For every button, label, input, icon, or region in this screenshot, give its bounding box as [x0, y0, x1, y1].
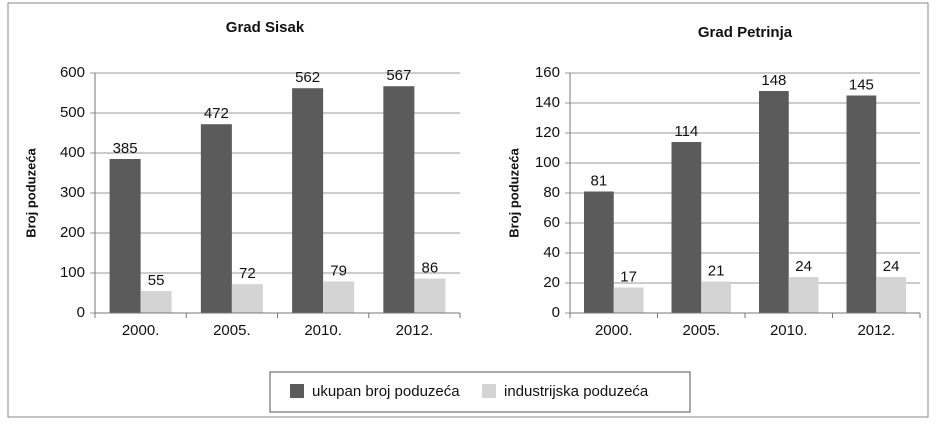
- data-label: 17: [620, 268, 637, 285]
- bar: [701, 281, 731, 313]
- data-label: 148: [761, 72, 786, 89]
- x-tick-label: 2005.: [213, 322, 251, 339]
- y-tick-label: 40: [543, 244, 560, 261]
- data-label: 562: [295, 69, 320, 86]
- bar: [231, 284, 263, 313]
- x-tick-label: 2000.: [595, 322, 633, 339]
- y-tick-label: 600: [60, 64, 85, 81]
- data-label: 21: [708, 262, 725, 279]
- x-tick-label: 2005.: [682, 322, 720, 339]
- data-label: 86: [422, 260, 439, 277]
- data-label: 145: [849, 76, 874, 93]
- data-label: 72: [239, 265, 256, 282]
- legend-label: industrijska poduzeća: [504, 383, 649, 400]
- y-tick-label: 160: [535, 64, 560, 81]
- x-tick-label: 2012.: [396, 322, 434, 339]
- data-label: 24: [883, 258, 900, 275]
- data-label: 24: [795, 258, 812, 275]
- y-tick-label: 200: [60, 224, 85, 241]
- bar: [140, 291, 172, 313]
- legend-swatch: [290, 384, 304, 398]
- y-tick-label: 0: [552, 304, 560, 321]
- bar: [759, 91, 789, 313]
- x-tick-label: 2010.: [304, 322, 342, 339]
- bar: [876, 277, 906, 313]
- data-label: 81: [591, 172, 608, 189]
- data-label: 472: [204, 105, 229, 122]
- data-label: 79: [330, 262, 347, 279]
- y-tick-label: 140: [535, 94, 560, 111]
- legend-swatch: [482, 384, 496, 398]
- data-label: 385: [113, 140, 138, 157]
- y-axis-label: Broj poduzeća: [23, 147, 38, 237]
- bar: [671, 142, 702, 313]
- x-tick-label: 2000.: [122, 322, 160, 339]
- data-label: 567: [386, 67, 411, 84]
- data-label: 55: [148, 272, 165, 289]
- y-tick-label: 500: [60, 104, 85, 121]
- y-tick-label: 100: [535, 154, 560, 171]
- legend-box: [269, 371, 691, 413]
- chart-title: Grad Sisak: [226, 19, 305, 36]
- y-tick-label: 0: [77, 304, 85, 321]
- bar: [292, 88, 324, 313]
- bar: [383, 86, 415, 313]
- bar: [200, 124, 232, 313]
- bar: [414, 278, 446, 313]
- frame: [7, 2, 929, 418]
- y-tick-label: 400: [60, 144, 85, 161]
- bar: [846, 95, 877, 313]
- bar: [613, 287, 644, 313]
- x-tick-label: 2010.: [770, 322, 808, 339]
- chart-title: Grad Petrinja: [698, 24, 793, 41]
- y-tick-label: 20: [543, 274, 560, 291]
- y-tick-label: 120: [535, 124, 560, 141]
- data-label: 114: [674, 123, 698, 140]
- y-tick-label: 100: [60, 264, 85, 281]
- y-tick-label: 300: [60, 184, 85, 201]
- y-axis-label: Broj poduzeća: [506, 147, 521, 237]
- y-tick-label: 60: [543, 214, 560, 231]
- x-tick-label: 2012.: [857, 322, 895, 339]
- bar: [323, 281, 355, 313]
- y-tick-label: 80: [543, 184, 560, 201]
- bar: [788, 277, 819, 313]
- legend-label: ukupan broj poduzeća: [312, 383, 460, 400]
- bar: [584, 191, 614, 313]
- bar: [109, 159, 141, 313]
